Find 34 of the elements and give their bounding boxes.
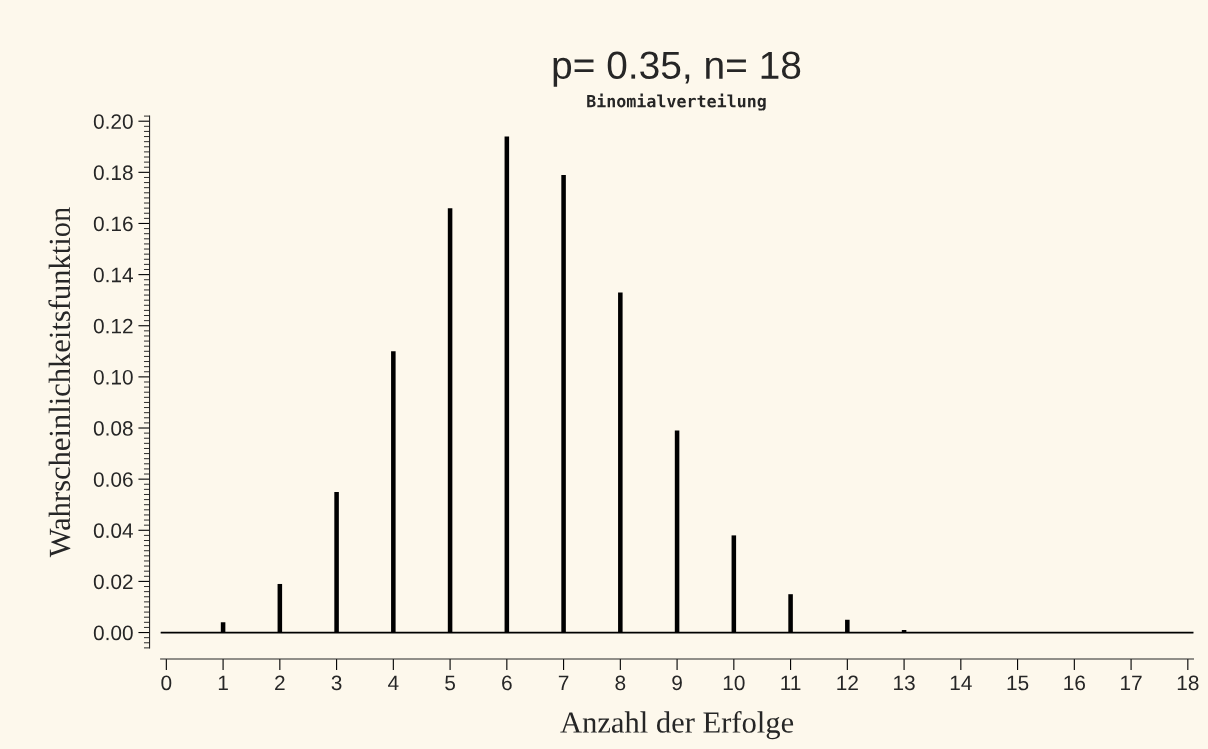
y-tick-label: 0.14: [93, 267, 133, 283]
x-tick-label: 4: [388, 675, 399, 691]
y-tick-label: 0.02: [93, 574, 133, 590]
x-tick-label: 7: [558, 675, 569, 691]
x-tick-label: 17: [1121, 675, 1142, 691]
x-tick-label: 5: [445, 675, 456, 691]
x-tick-label: 18: [1177, 675, 1199, 691]
y-tick-label: 0.00: [93, 625, 133, 641]
y-axis-title: Wahrscheinlichkeitsfunktion: [48, 207, 71, 558]
y-tick-label: 0.18: [93, 165, 133, 181]
x-tick-label: 3: [331, 675, 342, 691]
x-tick-label: 10: [723, 675, 745, 691]
x-tick-label: 13: [894, 675, 915, 691]
x-tick-label: 9: [672, 675, 682, 691]
y-tick-label: 0.04: [93, 523, 133, 539]
x-tick-label: 16: [1064, 675, 1085, 691]
x-tick-label: 8: [615, 675, 626, 691]
x-tick-label: 2: [275, 675, 285, 691]
y-tick-label: 0.12: [93, 318, 133, 334]
chart-title: p= 0.35, n= 18: [553, 51, 801, 87]
x-axis-title: Anzahl der Erfolge: [560, 711, 794, 740]
y-tick-label: 0.20: [93, 114, 133, 129]
y-tick-label: 0.10: [93, 369, 133, 385]
y-tick-label: 0.16: [93, 216, 133, 232]
x-tick-label: 12: [837, 675, 858, 691]
x-tick-label: 0: [161, 675, 172, 691]
x-tick-label: 11: [781, 675, 801, 691]
x-tick-label: 6: [502, 675, 512, 691]
chart-subtitle: Binomialverteilung: [587, 93, 766, 111]
x-tick-label: 14: [950, 675, 972, 691]
x-tick-label: 1: [218, 675, 228, 691]
y-tick-label: 0.08: [93, 421, 133, 436]
x-tick-label: 15: [1007, 675, 1029, 691]
y-tick-label: 0.06: [93, 472, 133, 487]
